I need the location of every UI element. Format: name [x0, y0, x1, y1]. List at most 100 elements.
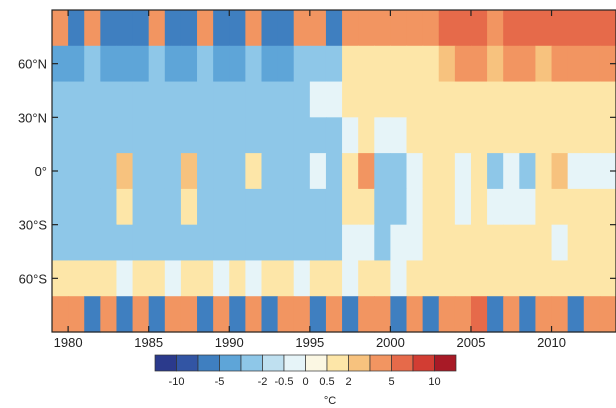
- heatmap-cell: [148, 10, 166, 47]
- heatmap-cell: [519, 188, 537, 226]
- y-tick-label: 60°N: [18, 57, 47, 72]
- heatmap-cell: [438, 296, 456, 333]
- heatmap-cell: [599, 260, 616, 297]
- colorbar-tick-label: 0: [302, 376, 308, 388]
- heatmap-cell: [342, 260, 359, 297]
- heatmap-cell: [454, 296, 472, 333]
- heatmap-cell: [470, 188, 488, 226]
- heatmap-cell: [503, 188, 520, 226]
- heatmap-cell: [342, 153, 359, 190]
- heatmap-cell: [551, 260, 569, 297]
- heatmap-cell: [599, 81, 616, 118]
- heatmap-cell: [293, 45, 311, 83]
- heatmap-cell: [535, 45, 553, 83]
- heatmap-cell: [583, 117, 601, 154]
- colorbar-tick-label: -10: [169, 376, 185, 388]
- heatmap-cell: [358, 224, 375, 262]
- heatmap-cell: [535, 81, 553, 118]
- heatmap-cell: [68, 117, 85, 154]
- heatmap-cell: [535, 153, 553, 190]
- heatmap-cell: [422, 296, 440, 333]
- heatmap-cell: [116, 224, 134, 262]
- heatmap-cell: [406, 224, 424, 262]
- heatmap-cell: [599, 117, 616, 154]
- heatmap-cell: [197, 117, 214, 154]
- heatmap-cell: [116, 117, 134, 154]
- x-tick-label: 1995: [295, 335, 324, 350]
- heatmap-cell: [68, 296, 85, 333]
- heatmap-cell: [132, 81, 150, 118]
- heatmap-cell: [148, 188, 166, 226]
- heatmap-cell: [374, 296, 391, 333]
- heatmap-cell: [309, 296, 327, 333]
- heatmap-cell: [583, 296, 601, 333]
- heatmap-cell: [116, 188, 134, 226]
- heatmap-cell: [470, 153, 488, 190]
- heatmap-cell: [164, 188, 182, 226]
- heatmap-cell: [358, 117, 375, 154]
- heatmap-cell: [52, 296, 69, 333]
- heatmap-cell: [197, 296, 214, 333]
- heatmap-cell: [535, 10, 553, 47]
- heatmap-cell: [487, 81, 504, 118]
- heatmap-cell: [599, 10, 616, 47]
- heatmap-cell: [567, 117, 585, 154]
- heatmap-cell: [342, 45, 359, 83]
- heatmap-cell: [519, 153, 537, 190]
- heatmap-cell: [309, 117, 327, 154]
- heatmap-cell: [293, 224, 311, 262]
- heatmap-cell: [100, 296, 118, 333]
- colorbar-tick-label: -5: [215, 376, 225, 388]
- heatmap-cell: [261, 81, 279, 118]
- heatmap-cell: [503, 260, 520, 297]
- colorbar-swatch: [219, 354, 242, 372]
- heatmap-cell: [454, 260, 472, 297]
- heatmap-cell: [390, 260, 408, 297]
- x-axis: 1980 1985 1990 1995 2000 2005 2010: [54, 10, 566, 350]
- heatmap-cell: [390, 81, 408, 118]
- heatmap-cell: [84, 10, 101, 47]
- heatmap-cell: [84, 260, 101, 297]
- heatmap-cell: [325, 153, 343, 190]
- heatmap-cell: [309, 260, 327, 297]
- heatmap-cell: [180, 117, 198, 154]
- heatmap-cell: [84, 296, 101, 333]
- heatmap-cell: [180, 45, 198, 83]
- heatmap-cell: [551, 224, 569, 262]
- heatmap-cell: [406, 188, 424, 226]
- heatmap-cell: [213, 224, 230, 262]
- heatmap-cell: [309, 188, 327, 226]
- heatmap-cell: [100, 224, 118, 262]
- heatmap-cell: [551, 81, 569, 118]
- heatmap-cell: [503, 296, 520, 333]
- heatmap-cell: [213, 117, 230, 154]
- heatmap-cell: [132, 10, 150, 47]
- heatmap-cell: [261, 224, 279, 262]
- heatmap-cell: [583, 81, 601, 118]
- heatmap-cell: [374, 153, 391, 190]
- heatmap-cell: [470, 81, 488, 118]
- colorbar-swatch: [348, 354, 371, 372]
- heatmap-cell: [245, 81, 263, 118]
- heatmap-cell: [599, 153, 616, 190]
- heatmap-cell: [213, 45, 230, 83]
- heatmap-cell: [487, 117, 504, 154]
- heatmap-cell: [100, 260, 118, 297]
- heatmap-cell: [438, 81, 456, 118]
- heatmap-cell: [503, 10, 520, 47]
- heatmap-cell: [148, 81, 166, 118]
- colorbar-tick-label: 0.5: [319, 376, 334, 388]
- heatmap-cell: [68, 10, 85, 47]
- heatmap-cell: [567, 260, 585, 297]
- heatmap-cell: [197, 224, 214, 262]
- heatmap-cell: [229, 45, 246, 83]
- heatmap-cell: [245, 10, 263, 47]
- heatmap-cell: [374, 224, 391, 262]
- heatmap-cell: [422, 224, 440, 262]
- y-tick-label: 30°S: [19, 218, 48, 233]
- heatmap-cell: [503, 81, 520, 118]
- heatmap-cell: [245, 153, 263, 190]
- heatmap-cell: [470, 260, 488, 297]
- heatmap-cell: [406, 117, 424, 154]
- heatmap-cell: [470, 224, 488, 262]
